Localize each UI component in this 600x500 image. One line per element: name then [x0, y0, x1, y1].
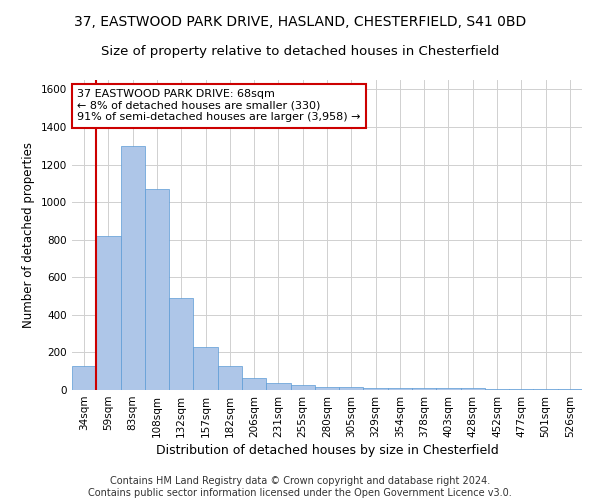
Text: 37 EASTWOOD PARK DRIVE: 68sqm
← 8% of detached houses are smaller (330)
91% of s: 37 EASTWOOD PARK DRIVE: 68sqm ← 8% of de…	[77, 90, 361, 122]
Bar	[169, 298, 193, 390]
Bar	[121, 146, 145, 390]
X-axis label: Distribution of detached houses by size in Chesterfield: Distribution of detached houses by size …	[155, 444, 499, 457]
Bar	[558, 389, 582, 390]
Bar	[145, 189, 169, 390]
Bar	[242, 378, 266, 390]
Bar	[96, 236, 121, 390]
Bar	[315, 387, 339, 390]
Bar	[436, 388, 461, 390]
Text: Contains HM Land Registry data © Crown copyright and database right 2024.
Contai: Contains HM Land Registry data © Crown c…	[88, 476, 512, 498]
Bar	[509, 389, 533, 390]
Bar	[218, 366, 242, 390]
Bar	[290, 386, 315, 390]
Bar	[339, 387, 364, 390]
Bar	[266, 384, 290, 390]
Bar	[485, 389, 509, 390]
Bar	[388, 388, 412, 390]
Text: Size of property relative to detached houses in Chesterfield: Size of property relative to detached ho…	[101, 45, 499, 58]
Bar	[533, 389, 558, 390]
Bar	[193, 347, 218, 390]
Bar	[461, 388, 485, 390]
Text: 37, EASTWOOD PARK DRIVE, HASLAND, CHESTERFIELD, S41 0BD: 37, EASTWOOD PARK DRIVE, HASLAND, CHESTE…	[74, 15, 526, 29]
Y-axis label: Number of detached properties: Number of detached properties	[22, 142, 35, 328]
Bar	[412, 388, 436, 390]
Bar	[72, 366, 96, 390]
Bar	[364, 388, 388, 390]
